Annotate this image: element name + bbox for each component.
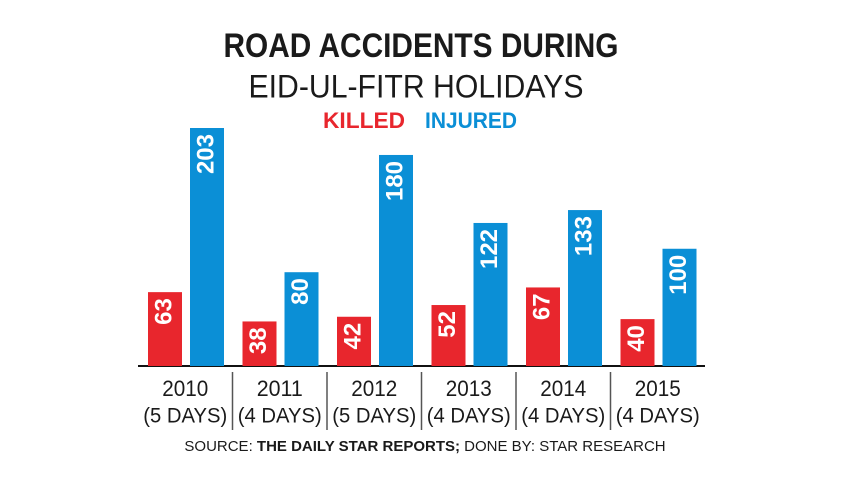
value-label: 67 xyxy=(528,293,555,320)
source-prefix: SOURCE: xyxy=(184,438,252,455)
value-label: 180 xyxy=(381,161,408,201)
value-label: 38 xyxy=(245,327,272,354)
x-tick-sublabel: (4 DAYS) xyxy=(616,405,700,428)
x-tick-sublabel: (4 DAYS) xyxy=(521,405,605,428)
bar xyxy=(662,248,697,366)
value-label: 52 xyxy=(434,311,461,338)
legend-label: INJURED xyxy=(425,108,517,133)
x-tick-label: 2012 xyxy=(351,376,397,401)
bar xyxy=(242,321,277,366)
bar xyxy=(431,305,466,366)
x-tick-label: 2010 xyxy=(162,376,208,401)
source: SOURCE: THE DAILY STAR REPORTS; DONE BY:… xyxy=(184,438,665,455)
bar xyxy=(526,287,560,366)
bar xyxy=(284,272,319,366)
source-name: THE DAILY STAR REPORTS; xyxy=(257,438,460,455)
legend-label: KILLED xyxy=(323,108,405,133)
bar xyxy=(568,210,602,366)
chart-title: ROAD ACCIDENTS DURING xyxy=(224,27,619,65)
value-label: 133 xyxy=(570,216,597,256)
x-tick-sublabel: (5 DAYS) xyxy=(332,405,416,428)
chart-subtitle: EID-UL-FITR HOLIDAYS xyxy=(249,68,584,104)
x-tick-sublabel: (4 DAYS) xyxy=(427,405,511,428)
value-label: 42 xyxy=(339,323,366,350)
x-tick-label: 2013 xyxy=(446,376,492,401)
value-label: 63 xyxy=(150,298,177,325)
value-label: 203 xyxy=(192,134,219,174)
bar xyxy=(379,154,413,366)
value-label: 80 xyxy=(287,278,314,305)
bar xyxy=(473,222,508,366)
value-label: 100 xyxy=(665,255,692,295)
bar xyxy=(148,292,182,366)
bar xyxy=(190,128,224,366)
x-tick-label: 2014 xyxy=(540,376,586,401)
legend: KILLED INJURED xyxy=(323,108,517,133)
bar xyxy=(337,316,371,366)
bar xyxy=(620,319,655,366)
credit: DONE BY: STAR RESEARCH xyxy=(464,438,665,455)
x-tick-sublabel: (4 DAYS) xyxy=(238,405,322,428)
x-tick-sublabel: (5 DAYS) xyxy=(143,405,227,428)
value-label: 40 xyxy=(623,325,650,352)
value-label: 122 xyxy=(476,229,503,269)
x-tick-label: 2015 xyxy=(635,376,681,401)
x-tick-label: 2011 xyxy=(257,376,303,401)
